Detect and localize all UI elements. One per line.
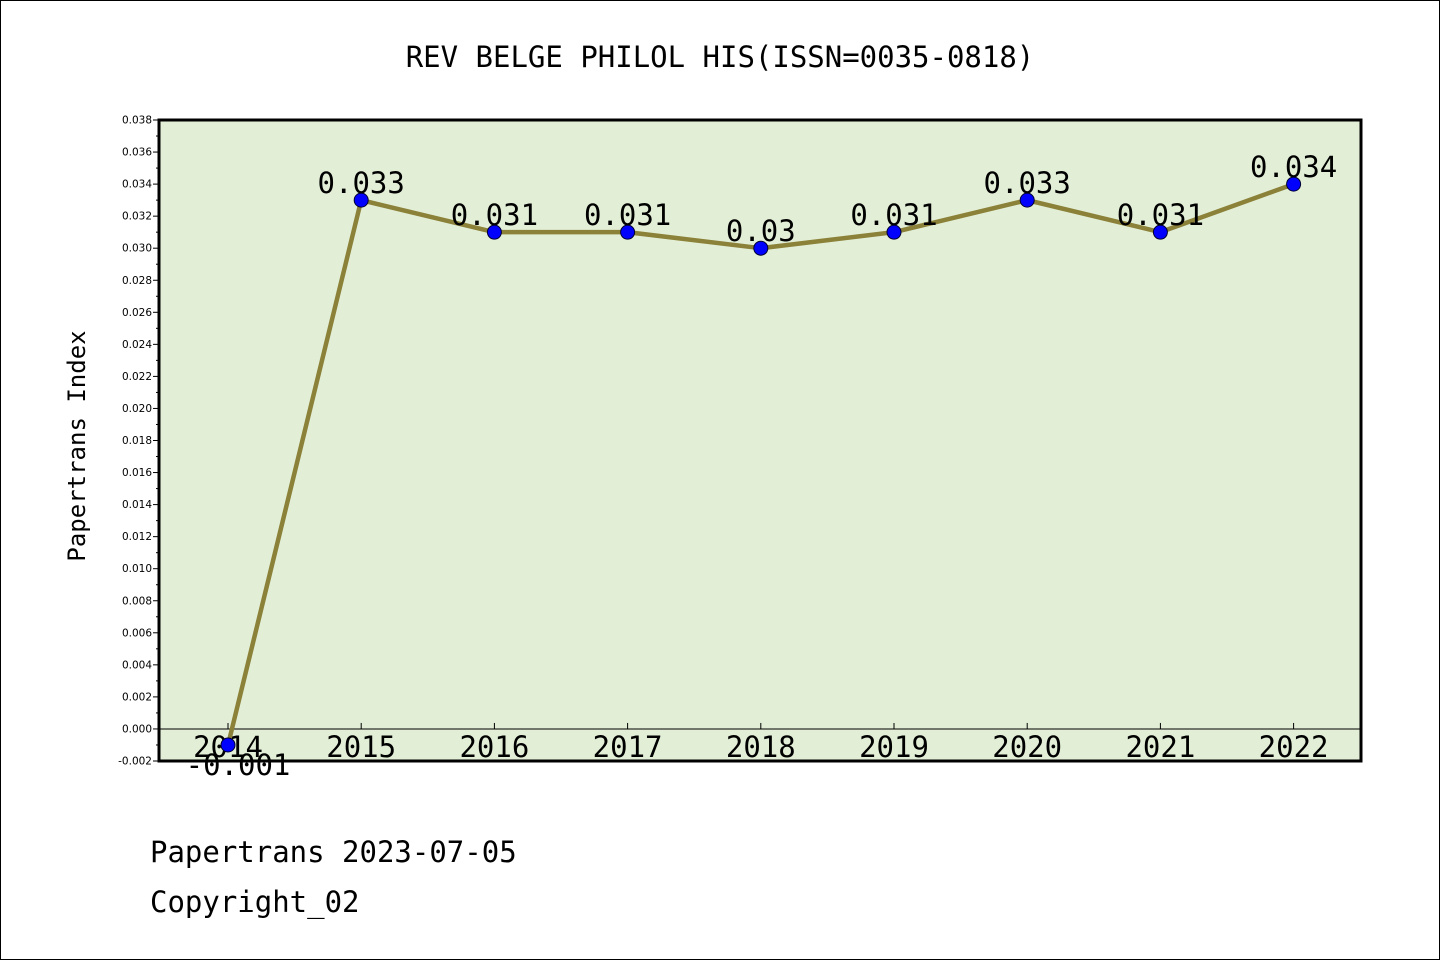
y-tick-label: 0.028 — [122, 275, 152, 287]
footer-copyright: Copyright_02 — [150, 885, 360, 919]
y-tick-label: 0.022 — [122, 371, 152, 383]
y-tick-label: 0.000 — [122, 723, 152, 735]
y-tick-label: 0.004 — [122, 659, 152, 671]
data-label: 0.033 — [984, 166, 1071, 200]
data-point — [220, 737, 236, 753]
y-tick-label: 0.002 — [122, 691, 152, 703]
data-point — [486, 224, 502, 240]
y-tick-label: 0.026 — [122, 307, 152, 319]
data-point — [1286, 176, 1302, 192]
y-tick-label: 0.012 — [122, 531, 152, 543]
y-tick-label: 0.020 — [122, 403, 152, 415]
y-tick-label: 0.038 — [122, 115, 152, 127]
y-tick-label: 0.030 — [122, 243, 152, 255]
x-tick-label: 2021 — [1125, 730, 1195, 764]
x-tick-label: 2017 — [593, 730, 663, 764]
y-tick-label: 0.018 — [122, 435, 152, 447]
y-tick-label: -0.002 — [118, 756, 152, 768]
y-tick-label: 0.006 — [122, 627, 152, 639]
y-tick-label: 0.016 — [122, 467, 152, 479]
x-tick-label: 2019 — [859, 730, 929, 764]
data-point — [886, 224, 902, 240]
x-tick-label: 2018 — [726, 730, 796, 764]
data-label: 0.033 — [318, 166, 405, 200]
data-label: 0.031 — [584, 198, 671, 232]
data-point — [1019, 192, 1035, 208]
x-tick-label: 2015 — [326, 730, 396, 764]
data-label: 0.031 — [850, 198, 937, 232]
plot-border — [157, 118, 1363, 763]
y-axis: -0.002 0.000 0.002 0.004 0.006 0.008 0.010 0.01… — [118, 115, 159, 768]
x-tick-label: 2022 — [1259, 730, 1329, 764]
x-tick-label: 2020 — [992, 730, 1062, 764]
data-label: 0.031 — [1117, 198, 1204, 232]
y-tick-label: 0.034 — [122, 179, 152, 191]
x-tick-label: 2016 — [459, 730, 529, 764]
data-label: 0.03 — [726, 214, 796, 248]
data-label: -0.001 — [186, 748, 291, 782]
y-tick-label: 0.008 — [122, 595, 152, 607]
y-tick-label: 0.024 — [122, 339, 152, 351]
data-point — [620, 224, 636, 240]
y-axis-label: Papertrans Index — [63, 330, 91, 561]
data-point — [1152, 224, 1168, 240]
y-tick-label: 0.010 — [122, 563, 152, 575]
y-tick-label: 0.032 — [122, 211, 152, 223]
chart-title: REV BELGE PHILOL HIS(ISSN=0035-0818) — [406, 40, 1035, 74]
data-point — [353, 192, 369, 208]
footer-date: Papertrans 2023-07-05 — [150, 835, 517, 869]
y-tick-label: 0.014 — [122, 499, 152, 511]
y-tick-label: 0.036 — [122, 147, 152, 159]
data-label: 0.031 — [451, 198, 538, 232]
data-label: 0.034 — [1250, 150, 1337, 184]
data-point — [753, 240, 769, 256]
x-axis: 201420152016201720182019202020212022 — [193, 722, 1329, 764]
